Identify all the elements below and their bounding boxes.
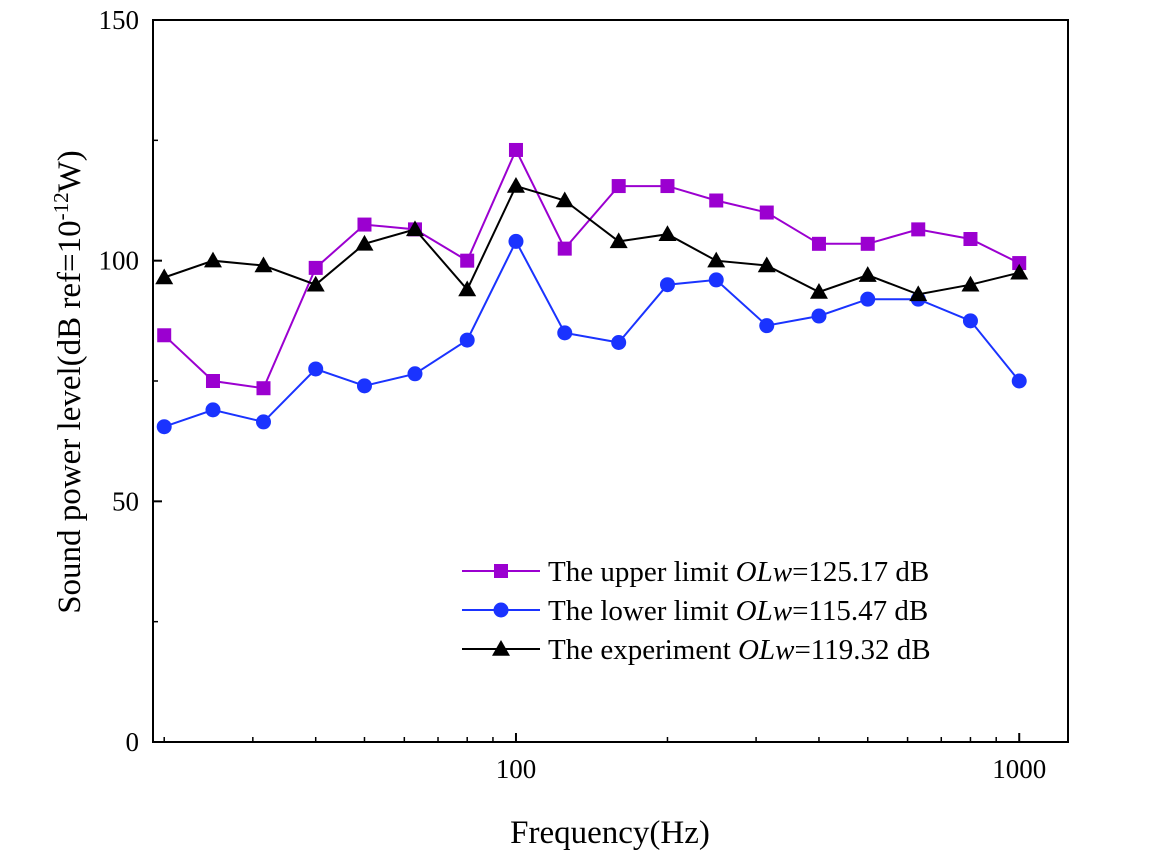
- y-tick-label: 50: [112, 486, 139, 516]
- data-point: [611, 334, 627, 350]
- data-point: [811, 236, 826, 251]
- data-point: [356, 378, 372, 394]
- data-point: [860, 236, 875, 251]
- data-point: [458, 280, 477, 297]
- data-point: [205, 374, 220, 388]
- data-point: [203, 251, 222, 268]
- series-layer: [155, 142, 1029, 435]
- y-tick-label: 100: [99, 246, 140, 276]
- series-line: [163, 184, 1020, 296]
- series-line: [163, 147, 1020, 390]
- data-point: [911, 222, 926, 237]
- legend-item: The upper limit OLw=125.17 dB: [462, 556, 929, 588]
- data-point: [308, 361, 324, 377]
- data-point: [506, 177, 525, 193]
- data-point: [357, 217, 372, 232]
- x-axis-ticks: 100 1000: [163, 733, 1046, 784]
- data-point: [858, 266, 877, 282]
- data-point: [709, 193, 724, 208]
- legend-label: The upper limit OLw=125.17 dB: [548, 556, 929, 588]
- legend-marker: [493, 602, 509, 618]
- data-point: [1012, 256, 1027, 271]
- data-point: [609, 232, 628, 249]
- x-axis-title: Frequency(Hz): [510, 815, 710, 851]
- data-point: [811, 308, 827, 324]
- data-point: [205, 402, 221, 418]
- data-point: [962, 313, 978, 329]
- data-point: [355, 234, 374, 251]
- data-point: [660, 179, 675, 194]
- data-point: [708, 272, 724, 288]
- data-point: [963, 232, 978, 247]
- series-2: [156, 233, 1027, 435]
- data-point: [1010, 263, 1029, 280]
- data-point: [757, 256, 776, 273]
- data-point: [909, 285, 928, 302]
- legend-label: The lower limit OLw=115.47 dB: [548, 595, 928, 627]
- data-point: [759, 318, 775, 334]
- legend-item: The lower limit OLw=115.47 dB: [462, 595, 928, 627]
- data-point: [256, 381, 271, 396]
- data-point: [508, 233, 524, 249]
- data-point: [961, 275, 980, 292]
- data-point: [405, 220, 424, 237]
- data-point: [155, 268, 174, 285]
- data-point: [759, 205, 774, 220]
- data-point: [658, 225, 677, 241]
- data-point: [407, 366, 423, 382]
- y-tick-label: 150: [99, 5, 140, 35]
- legend-item: The experiment OLw=119.32 dB: [462, 634, 931, 666]
- data-point: [157, 328, 172, 343]
- data-point: [1011, 373, 1027, 389]
- legend-label: The experiment OLw=119.32 dB: [548, 634, 931, 666]
- series-1: [157, 142, 1027, 396]
- data-point: [308, 260, 323, 275]
- data-point: [860, 291, 876, 307]
- data-point: [659, 277, 675, 293]
- y-axis-ticks: 0 50 100 150: [99, 5, 162, 757]
- y-axis-title-exponent: -12: [49, 192, 73, 220]
- legend-marker: [494, 564, 508, 578]
- legend-marker: [492, 640, 510, 656]
- data-point: [557, 325, 573, 341]
- legend: The upper limit OLw=125.17 dB The lower l…: [462, 556, 931, 666]
- y-axis-title-main: Sound power level(dB ref=10: [52, 220, 88, 613]
- data-point: [555, 191, 574, 208]
- x-tick-label: 100: [496, 754, 537, 784]
- data-point: [557, 241, 572, 256]
- x-tick-label: 1000: [992, 754, 1046, 784]
- y-axis-title-end: W): [52, 150, 88, 192]
- data-point: [707, 251, 726, 268]
- data-point: [254, 256, 273, 273]
- series-3: [155, 177, 1029, 302]
- y-axis-title: Sound power level(dB ref=10-12W): [49, 150, 88, 614]
- data-point: [156, 419, 172, 435]
- series-line: [163, 239, 1020, 428]
- data-point: [508, 142, 523, 157]
- data-point: [459, 332, 475, 348]
- y-tick-label: 0: [126, 727, 140, 757]
- data-point: [460, 253, 475, 268]
- data-point: [306, 275, 325, 292]
- data-point: [255, 414, 271, 430]
- data-point: [611, 179, 626, 194]
- data-point: [809, 282, 828, 299]
